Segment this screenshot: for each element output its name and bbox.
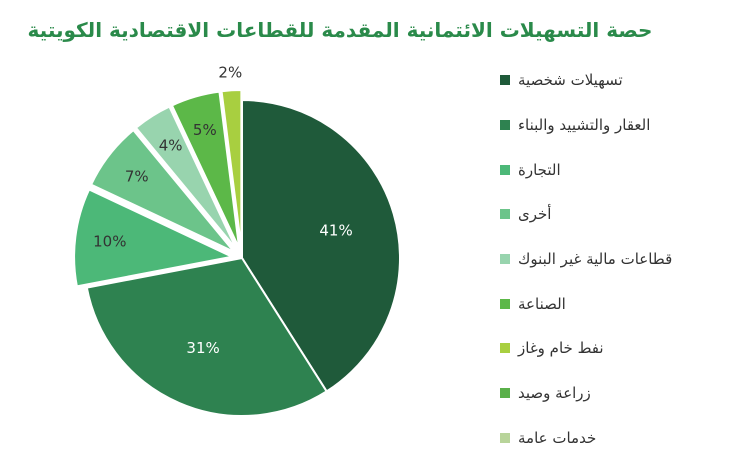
legend-swatch [500, 388, 510, 398]
legend-label: زراعة وصيد [518, 384, 591, 402]
legend-swatch [500, 120, 510, 130]
legend: تسهيلات شخصية العقار والتشييد والبناء ال… [500, 58, 730, 460]
legend-swatch [500, 165, 510, 175]
legend-item: قطاعات مالية غير البنوك [500, 237, 730, 282]
legend-label: نفط خام وغاز [518, 339, 604, 357]
legend-item: نفط خام وغاز [500, 326, 730, 371]
slice-value-label: 2% [218, 63, 242, 81]
legend-swatch [500, 209, 510, 219]
legend-item: الصناعة [500, 281, 730, 326]
legend-item: أخرى [500, 192, 730, 237]
slice-value-label: 31% [186, 339, 219, 357]
slice-value-label: 4% [159, 137, 183, 155]
legend-label: التجارة [518, 161, 561, 179]
legend-label: قطاعات مالية غير البنوك [518, 250, 672, 268]
legend-swatch [500, 299, 510, 309]
legend-label: الصناعة [518, 295, 566, 313]
legend-swatch [500, 343, 510, 353]
legend-swatch [500, 75, 510, 85]
legend-label: العقار والتشييد والبناء [518, 116, 650, 134]
legend-label: أخرى [518, 205, 551, 223]
legend-item: تسهيلات شخصية [500, 58, 730, 103]
legend-item: خدمات عامة [500, 416, 730, 460]
slice-value-label: 10% [93, 232, 126, 250]
legend-item: زراعة وصيد [500, 371, 730, 416]
legend-item: التجارة [500, 147, 730, 192]
legend-label: خدمات عامة [518, 429, 596, 447]
legend-swatch [500, 433, 510, 443]
slice-value-label: 41% [319, 222, 352, 240]
slice-value-label: 7% [125, 167, 149, 185]
legend-swatch [500, 254, 510, 264]
slice-value-label: 5% [193, 121, 217, 139]
pie-slices [74, 90, 400, 416]
legend-label: تسهيلات شخصية [518, 71, 623, 89]
legend-item: العقار والتشييد والبناء [500, 103, 730, 148]
